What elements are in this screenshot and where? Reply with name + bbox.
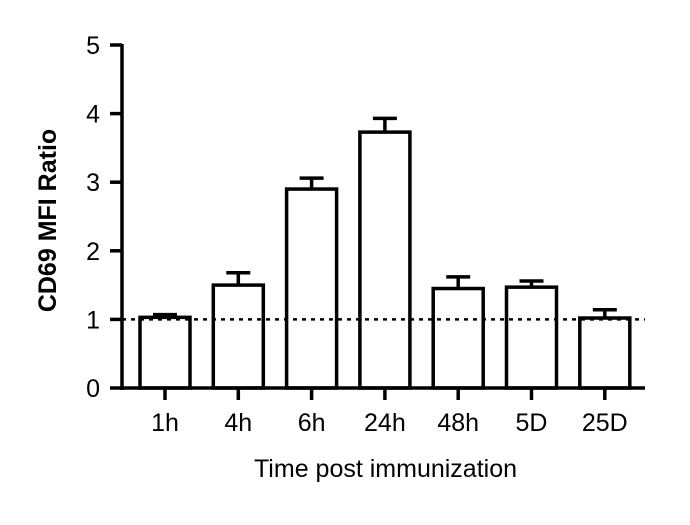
y-tick-label: 1 — [86, 306, 100, 334]
y-axis-ticks: 0 1 2 3 4 5 — [86, 32, 122, 403]
bar-6h — [284, 187, 339, 390]
bar-4h — [211, 283, 266, 390]
x-tick-label: 6h — [298, 409, 326, 437]
x-tick-label: 4h — [224, 409, 252, 437]
x-tick-label: 48h — [437, 409, 479, 437]
y-tick-label: 3 — [86, 169, 100, 197]
y-tick-label: 0 — [86, 375, 100, 403]
x-axis-title: Time post immunization — [254, 455, 517, 483]
bar-1h — [138, 315, 192, 390]
x-axis-ticks: 1h 4h 6h 24h 48h 5D 25D — [151, 388, 628, 437]
y-tick-label: 5 — [86, 32, 100, 60]
y-tick-label: 4 — [86, 101, 100, 129]
bars-group — [138, 116, 632, 390]
x-tick-label: 5D — [516, 409, 548, 437]
bar-24h — [358, 130, 412, 390]
x-tick-label: 25D — [582, 409, 628, 437]
x-tick-label: 1h — [151, 409, 179, 437]
bar-5D — [504, 285, 559, 390]
y-axis-title: CD69 MFI Ratio — [34, 129, 62, 312]
bar-25D — [578, 316, 632, 390]
bar-48h — [431, 286, 485, 390]
y-tick-label: 2 — [86, 238, 100, 266]
x-tick-label: 24h — [364, 409, 406, 437]
